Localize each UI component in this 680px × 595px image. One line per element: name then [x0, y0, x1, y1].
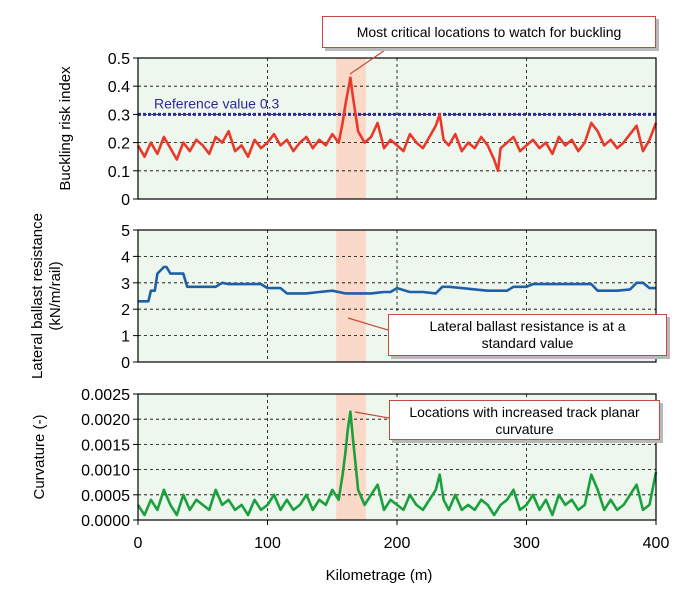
series-line-3: [136, 410, 658, 517]
y-tick-label: 0.0005: [81, 488, 130, 505]
y-tick-label: 1: [121, 329, 130, 346]
callout-resistance: Lateral ballast resistance is at a stand…: [388, 314, 667, 356]
plot-frame-2: [137, 229, 657, 363]
x-axis-title: Kilometrage (m): [326, 567, 433, 584]
callout-resistance-line2: standard value: [481, 335, 574, 351]
x-tick-label: 300: [513, 535, 540, 552]
y-tick-label: 3: [121, 276, 130, 293]
series-line-1: [136, 76, 658, 173]
y-tick-label: 0.4: [108, 79, 130, 96]
callout-curvature: Locations with increased track planar cu…: [389, 400, 660, 440]
plot-background-1: [138, 58, 656, 199]
y-axis-title-1: Buckling risk index: [57, 66, 74, 191]
x-tick-label: 100: [254, 535, 281, 552]
y-tick-label: 0.5: [108, 51, 130, 68]
y-tick-label: 0.0015: [81, 437, 130, 454]
y-axis-title-3: Curvature (-): [31, 414, 48, 499]
callout-buckling: Most critical locations to watch for buc…: [322, 16, 656, 48]
reference-label: Reference value 0.3: [154, 95, 280, 111]
callout-pointer-2: [347, 317, 389, 331]
y-axis-title-2: Lateral ballast resistance(kN/m/rail): [29, 213, 64, 379]
callout-pointer-1: [349, 47, 390, 75]
plot-frame-1: [137, 57, 657, 200]
callout-curvature-line2: curvature: [495, 421, 554, 437]
y-tick-label: 0.3: [108, 107, 130, 124]
callout-curvature-line1: Locations with increased track planar: [409, 404, 640, 420]
y-tick-label: 0.0020: [81, 412, 130, 429]
callout-resistance-line1: Lateral ballast resistance is at a: [429, 318, 626, 334]
series-line-2: [138, 265, 656, 303]
y-tick-label: 0.0000: [81, 513, 130, 530]
callout-buckling-text: Most critical locations to watch for buc…: [356, 24, 622, 40]
callout-pointer-3: [354, 411, 390, 419]
y-tick-label: 0.0025: [81, 387, 130, 404]
y-tick-label: 0.1: [108, 164, 130, 181]
y-tick-label: 0: [121, 355, 130, 372]
y-tick-label: 0.0010: [81, 463, 130, 480]
y-axis-title-line: (kN/m/rail): [47, 261, 64, 330]
y-tick-label: 0.2: [108, 136, 130, 153]
y-tick-label: 5: [121, 223, 130, 240]
highlight-band-2: [336, 230, 366, 362]
x-tick-label: 200: [384, 535, 411, 552]
y-tick-label: 2: [121, 302, 130, 319]
y-tick-label: 0: [121, 192, 130, 209]
y-axis-title-line: Lateral ballast resistance: [29, 213, 46, 379]
x-tick-label: 400: [643, 535, 670, 552]
x-tick-label: 0: [134, 535, 143, 552]
y-tick-label: 4: [121, 249, 130, 266]
